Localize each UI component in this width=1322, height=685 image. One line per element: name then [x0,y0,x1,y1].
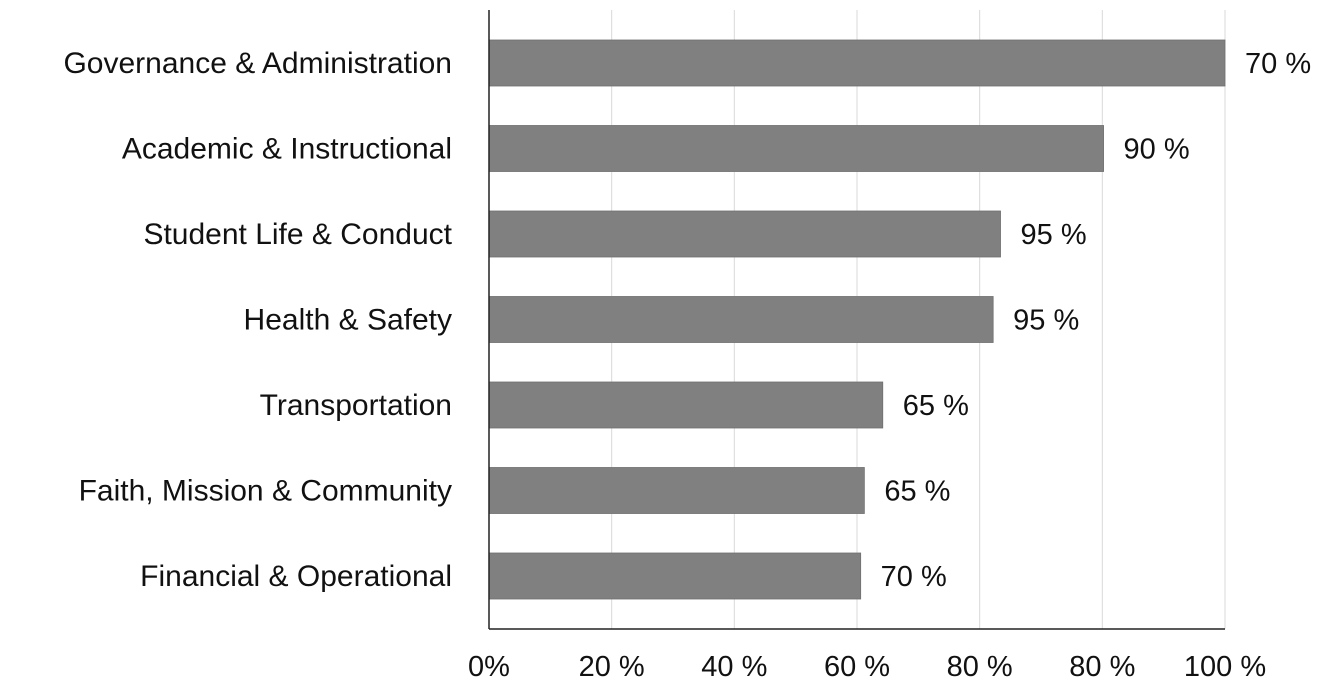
bar [488,381,884,429]
x-tick-label: 0% [468,651,510,683]
data-label: 95 % [1013,305,1079,337]
bar [488,467,865,514]
data-label: 65 % [903,390,969,422]
x-tick-label: 20 % [579,651,645,683]
x-tick-label: 60 % [824,651,890,683]
category-label: Transportation [260,389,452,422]
bar [488,296,994,343]
data-labels: 70 % 90 % 95 % 95 % 65 % 65 % 70 % [881,48,1311,593]
bar [488,210,1001,258]
bars [488,39,1226,600]
category-label: Financial & Operational [140,560,452,593]
data-label: 95 % [1021,219,1087,251]
x-tick-label: 80 % [1069,651,1135,683]
category-label: Academic & Instructional [122,133,452,166]
category-labels: Governance & Administration Academic & In… [63,47,452,593]
bar [488,39,1226,87]
category-label: Governance & Administration [63,47,452,80]
data-label: 65 % [884,476,950,508]
data-label: 90 % [1124,134,1190,166]
category-label: Faith, Mission & Community [79,475,452,508]
category-label: Health & Safety [244,304,452,337]
x-tick-labels: 0% 20 % 40 % 60 % 80 % 80 % 100 % [468,651,1266,683]
bar [488,552,862,600]
category-label: Student Life & Conduct [143,218,452,251]
axes [488,10,1225,630]
data-label: 70 % [881,561,947,593]
data-label: 70 % [1245,48,1311,80]
x-tick-label: 80 % [947,651,1013,683]
bar [488,125,1104,172]
x-tick-label: 100 % [1184,651,1266,683]
x-tick-label: 40 % [701,651,767,683]
